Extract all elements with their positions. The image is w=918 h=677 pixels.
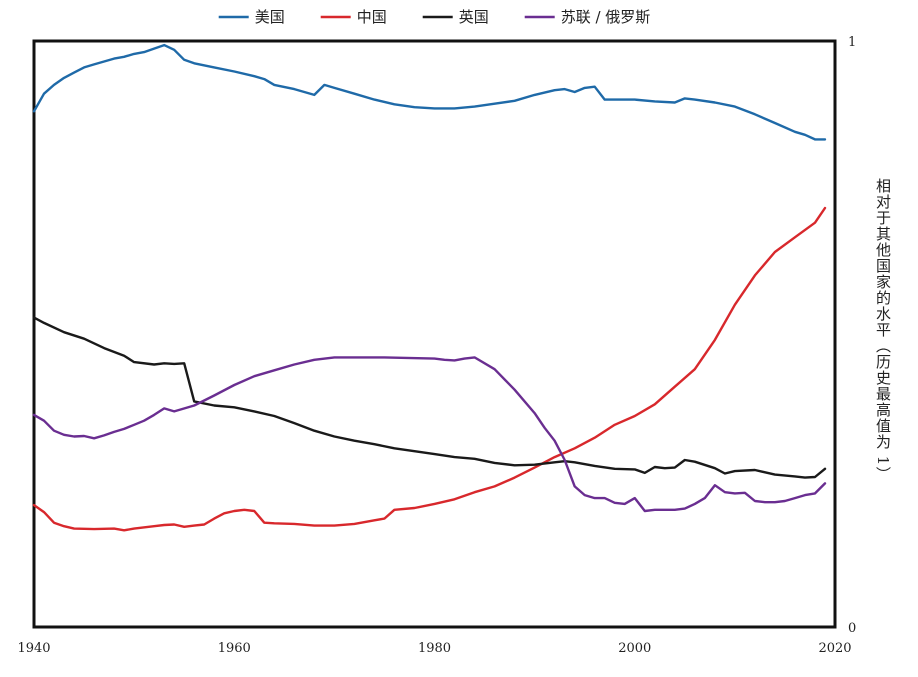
legend-label-2: 英国 [459, 8, 489, 26]
y-axis-label: 相对于其他国家的水平（历史最高值为 1） [874, 178, 892, 483]
x-tick-label-1980: 1980 [418, 641, 451, 656]
y-tick-label-1: 1 [848, 35, 856, 50]
series-layer [32, 43, 827, 532]
legend-item-2: 英国 [422, 8, 489, 26]
x-tick-label-2020: 2020 [818, 641, 851, 656]
series-line-3 [32, 356, 827, 513]
plot-area [32, 39, 837, 629]
legend-item-1: 中国 [320, 8, 387, 26]
x-tick-label-1960: 1960 [218, 641, 251, 656]
legend-item-0: 美国 [218, 8, 285, 26]
series-line-2 [32, 316, 827, 479]
legend-label-0: 美国 [255, 8, 285, 26]
legend-label-3: 苏联 / 俄罗斯 [561, 8, 651, 26]
legend-item-3: 苏联 / 俄罗斯 [524, 8, 651, 26]
x-axis-ticks: 1940 1960 1980 2000 2020 [17, 641, 851, 656]
plot-frame [32, 39, 837, 629]
y-axis-ticks: 01 [848, 35, 856, 636]
x-tick-label-1940: 1940 [17, 641, 50, 656]
x-tick-label-2000: 2000 [618, 641, 651, 656]
series-line-0 [32, 43, 827, 141]
legend-label-1: 中国 [357, 8, 387, 26]
legend: 美国 中国 英国 苏联 / 俄罗斯 [218, 8, 651, 26]
series-line-1 [32, 206, 827, 532]
y-tick-label-0: 0 [848, 621, 856, 636]
